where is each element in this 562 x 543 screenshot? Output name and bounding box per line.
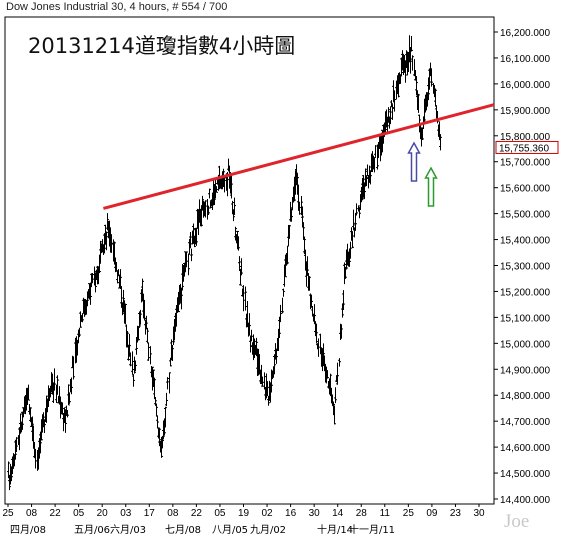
x-day-label: 09 <box>426 508 438 519</box>
y-tick-label: 16,200.000 <box>500 28 550 39</box>
x-month-label: 六月/03 <box>110 524 146 536</box>
watermark: Joe <box>504 511 530 532</box>
x-month-label: 四月/08 <box>10 524 46 536</box>
x-day-label: 23 <box>450 508 462 519</box>
y-tick-label: 14,400.000 <box>500 495 550 506</box>
x-day-label: 28 <box>356 508 368 519</box>
y-tick-label: 15,100.000 <box>500 313 550 324</box>
x-month-label: 七月/08 <box>165 524 201 536</box>
x-month-label: 十月/14 <box>317 523 353 536</box>
y-tick-label: 15,400.000 <box>500 236 550 247</box>
annotation-title: 20131214道瓊指數4小時圖 <box>28 34 296 58</box>
x-month-label: 五月/06 <box>74 524 110 536</box>
x-day-label: 08 <box>167 508 179 519</box>
blue-up-arrow-icon <box>407 141 421 182</box>
x-month-label: 九月/02 <box>250 524 286 536</box>
y-tick-label: 15,000.000 <box>500 339 550 350</box>
y-tick-label: 15,500.000 <box>500 210 550 221</box>
x-day-label: 08 <box>26 508 38 519</box>
price-bars <box>7 35 442 491</box>
trend-line <box>103 103 495 210</box>
x-day-label: 30 <box>473 508 485 519</box>
x-day-label: 19 <box>238 508 250 519</box>
last-price-box <box>495 140 559 154</box>
x-day-label: 17 <box>144 508 156 519</box>
x-day-label: 22 <box>50 508 62 519</box>
y-tick-label: 15,700.000 <box>500 158 550 169</box>
y-tick-label: 14,600.000 <box>500 443 550 454</box>
x-month-label: 八月/05 <box>212 524 248 536</box>
y-tick-label: 15,600.000 <box>500 184 550 195</box>
y-tick-label: 16,100.000 <box>500 54 550 65</box>
x-day-label: 16 <box>285 508 297 519</box>
y-tick-label: 14,800.000 <box>500 391 550 402</box>
y-tick-label: 16,000.000 <box>500 80 550 91</box>
x-day-label: 25 <box>2 508 14 519</box>
instrument-name: Dow Jones Industrial 30 <box>6 1 124 13</box>
y-tick-label: 15,300.000 <box>500 262 550 273</box>
x-day-label: 25 <box>403 508 415 519</box>
y-tick-label: 14,500.000 <box>500 469 550 480</box>
y-tick-label: 14,900.000 <box>500 365 550 376</box>
x-day-label: 20 <box>97 508 109 519</box>
green-up-arrow-icon <box>424 166 438 207</box>
x-day-label: 11 <box>380 508 391 519</box>
y-tick-label: 15,800.000 <box>500 132 550 143</box>
chart-info: , 4 hours, # 554 / 700 <box>123 1 228 13</box>
x-day-label: 05 <box>73 508 85 519</box>
x-day-label: 05 <box>214 508 226 519</box>
x-day-label: 03 <box>120 508 132 519</box>
plot-frame <box>4 16 495 505</box>
x-day-label: 30 <box>309 508 321 519</box>
last-price-label: 15,755.360 <box>499 143 549 154</box>
y-tick-label: 15,900.000 <box>500 106 550 117</box>
y-tick-label: 15,200.000 <box>500 287 550 298</box>
x-day-label: 22 <box>191 508 203 519</box>
x-month-label: 十一月/11 <box>349 523 395 536</box>
x-day-label: 14 <box>332 508 344 519</box>
y-tick-label: 14,700.000 <box>500 417 550 428</box>
x-day-label: 02 <box>261 508 273 519</box>
chart-header: Dow Jones Industrial 30, 4 hours, # 554 … <box>6 1 227 13</box>
